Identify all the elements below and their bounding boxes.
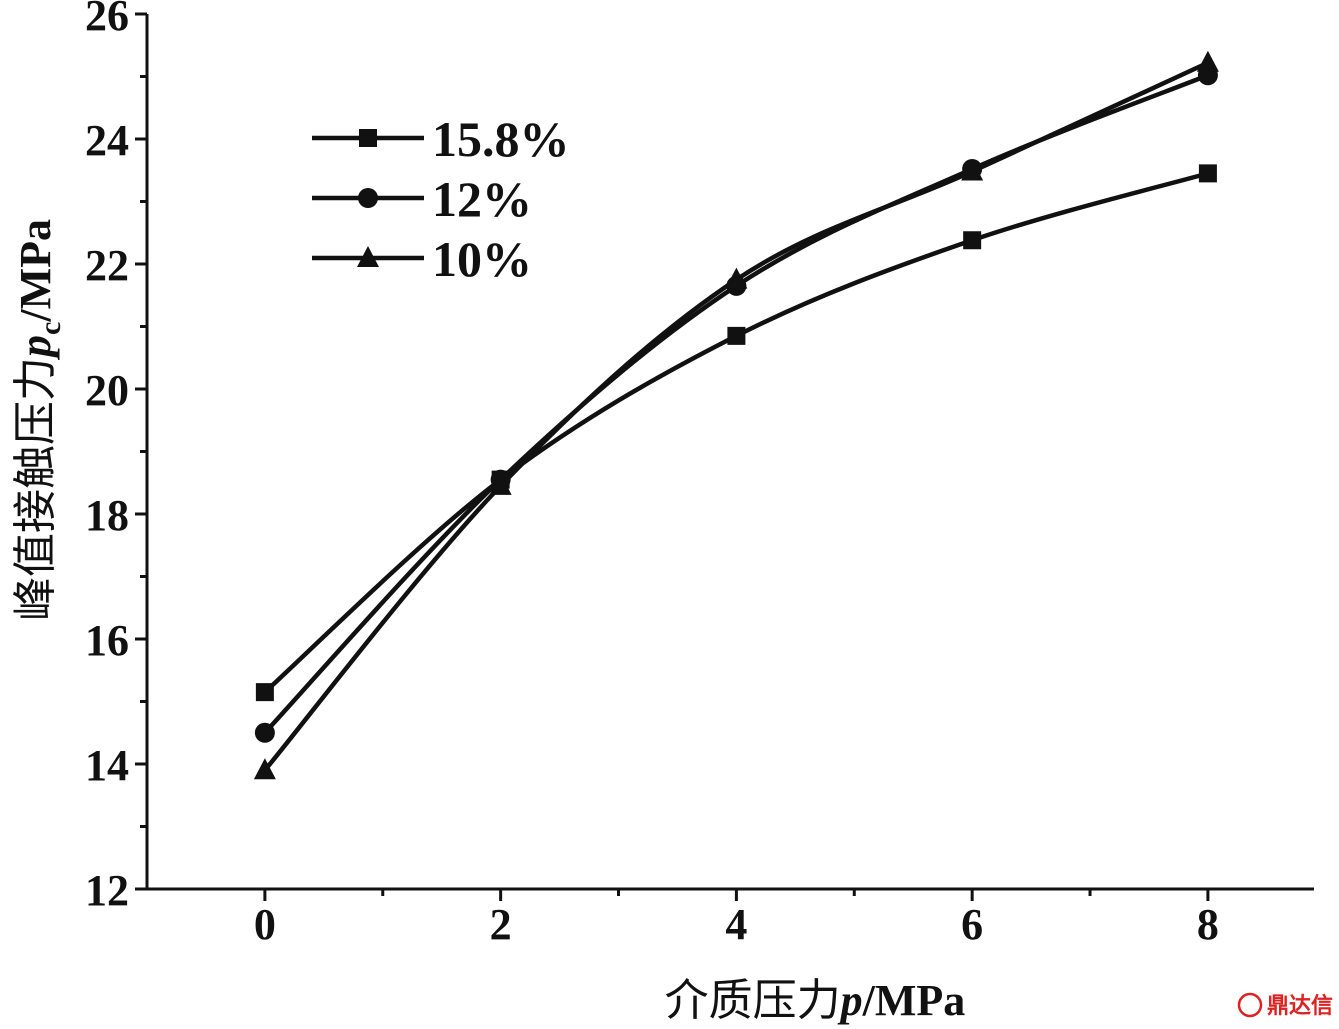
y-tick-label: 14	[85, 741, 129, 790]
y-tick-label: 22	[85, 241, 129, 290]
data-point-triangle	[961, 159, 984, 181]
x-tick-label: 4	[725, 900, 747, 949]
y-axis-title: 峰值接触压力pc/MPa	[10, 219, 67, 621]
watermark-text: 鼎达信	[1267, 993, 1333, 1019]
series-line-circle	[263, 73, 1209, 735]
data-point-square	[1198, 164, 1217, 183]
x-tick-label: 0	[254, 900, 276, 949]
legend-marker-triangle	[357, 246, 379, 267]
x-tick-label: 8	[1197, 900, 1219, 949]
data-point-triangle	[1196, 50, 1219, 72]
series-line-square	[263, 171, 1209, 694]
data-point-square	[727, 326, 746, 345]
x-axis-title: 介质压力p/MPa	[665, 975, 966, 1026]
y-tick-label: 16	[85, 616, 129, 665]
legend: 15.8%12%10%	[312, 111, 570, 287]
legend-label: 12%	[432, 171, 532, 227]
legend-marker-circle	[358, 188, 378, 208]
y-tick-label: 24	[85, 116, 129, 165]
legend-label: 15.8%	[432, 111, 570, 167]
data-point-square	[255, 683, 274, 702]
x-tick-label: 2	[490, 900, 512, 949]
y-tick-label: 18	[85, 491, 129, 540]
data-point-square	[963, 231, 982, 250]
data-point-triangle	[253, 758, 276, 780]
series-line-triangle	[263, 60, 1209, 772]
legend-marker-square	[359, 129, 377, 147]
watermark: 鼎达信	[1237, 992, 1333, 1019]
series-lines	[263, 60, 1209, 772]
y-tick-label: 20	[85, 366, 129, 415]
data-point-triangle	[489, 473, 512, 495]
legend-label: 10%	[432, 231, 532, 287]
x-tick-label: 6	[961, 900, 983, 949]
y-tick-label: 12	[85, 866, 129, 915]
data-point-triangle	[725, 267, 748, 289]
series-markers	[253, 50, 1219, 780]
data-point-circle	[254, 722, 275, 743]
watermark-logo-icon	[1237, 992, 1263, 1018]
y-tick-label: 26	[85, 0, 129, 40]
